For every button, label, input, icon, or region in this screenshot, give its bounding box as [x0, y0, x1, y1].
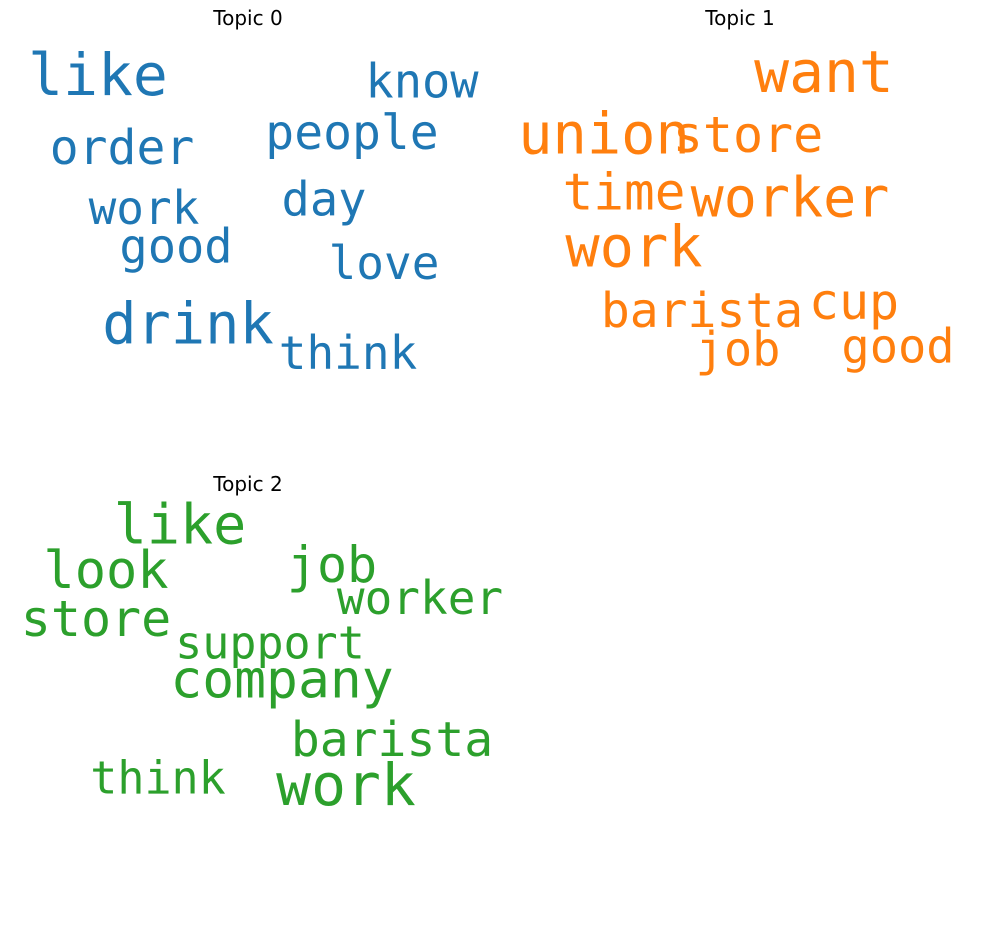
word-think: think	[90, 751, 226, 805]
word-work: work	[276, 751, 416, 819]
word-time: time	[562, 163, 686, 223]
word-store: store	[672, 106, 824, 164]
word-look: look	[43, 541, 169, 601]
word-worker: worker	[336, 571, 504, 625]
topic-panel-0: Topic 0 like drink people order know good day w…	[8, 0, 488, 420]
panel-title: Topic 1	[705, 6, 775, 30]
word-union: union	[518, 101, 690, 168]
word-work: work	[565, 214, 703, 281]
word-work: work	[88, 181, 200, 235]
topic-panel-1: Topic 1 want union work worker time store cup b…	[500, 0, 980, 420]
word-know: know	[365, 54, 479, 110]
word-love: love	[328, 236, 440, 290]
word-support: support	[175, 616, 365, 670]
word-good: good	[119, 219, 233, 275]
word-want: want	[754, 38, 894, 106]
word-barista: barista	[290, 712, 494, 768]
word-people: people	[265, 105, 439, 161]
word-like: like	[28, 41, 168, 109]
word-worker: worker	[690, 165, 890, 230]
word-like: like	[113, 492, 247, 557]
topic-panel-2: Topic 2 work like company look job store baris…	[8, 466, 503, 886]
word-company: company	[170, 649, 394, 711]
panel-title: Topic 2	[213, 472, 283, 496]
word-day: day	[281, 172, 367, 228]
word-think: think	[278, 326, 418, 380]
word-barista: barista	[600, 283, 804, 339]
word-job: job	[286, 536, 378, 594]
word-job: job	[695, 322, 781, 378]
word-order: order	[49, 120, 195, 176]
word-good: good	[841, 319, 955, 375]
word-cup: cup	[808, 273, 900, 331]
word-store: store	[20, 590, 172, 648]
word-drink: drink	[102, 291, 274, 358]
panel-title: Topic 0	[213, 6, 283, 30]
